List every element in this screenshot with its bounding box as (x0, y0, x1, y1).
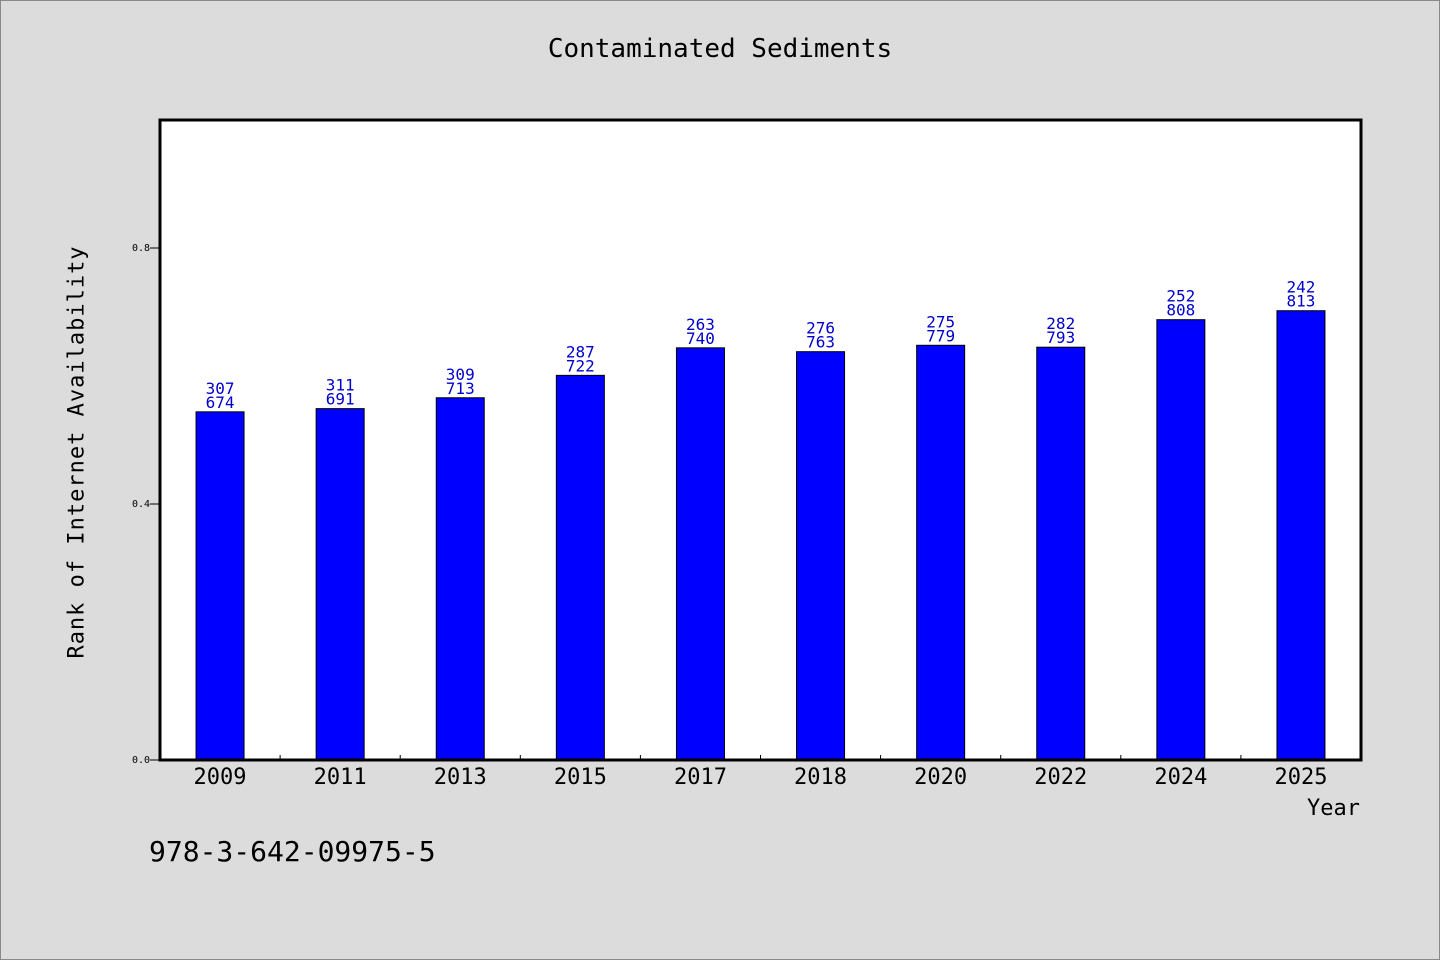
bar-2013 (435, 397, 485, 761)
data-label-2015-1: 287 (566, 342, 595, 361)
data-label-2020-2: 779 (926, 326, 955, 345)
x-tick-label-2017: 2017 (674, 765, 727, 790)
bar-2024 (1156, 319, 1206, 761)
bars-group (195, 310, 1326, 761)
data-label-2022-2: 793 (1046, 328, 1075, 347)
data-label-2011-1: 311 (326, 376, 355, 395)
data-label-2025-1: 242 (1286, 278, 1315, 297)
data-label-2017-2: 740 (686, 329, 715, 348)
bar-2025 (1276, 310, 1326, 761)
plot-border (158, 118, 1363, 762)
data-label-2013-1: 309 (446, 365, 475, 384)
x-axis-label: Year (1307, 796, 1360, 821)
bar-2009 (195, 411, 245, 761)
bar-2011 (315, 408, 365, 761)
y-axis: 0.0 0.4 0.8 (132, 243, 160, 766)
data-label-2009-1: 307 (206, 379, 235, 398)
data-label-2013-2: 713 (446, 379, 475, 398)
x-tick-label-2025: 2025 (1274, 765, 1327, 790)
data-label-2011-2: 691 (326, 390, 355, 409)
data-label-2024-2: 808 (1166, 301, 1195, 320)
y-axis-label: Rank of Internet Availability (64, 245, 90, 659)
data-labels-group: 3076743116913097132877222637402767632757… (206, 278, 1316, 412)
footer-code: 978-3-642-09975-5 (149, 835, 436, 868)
x-tick-label-2018: 2018 (794, 765, 847, 790)
bar-2022 (1036, 346, 1086, 761)
bar-2018 (796, 351, 846, 761)
bar-2015 (555, 374, 605, 761)
x-tick-label-2011: 2011 (314, 765, 367, 790)
bar-2017 (675, 347, 725, 761)
y-tick-label-0.4: 0.4 (132, 499, 150, 510)
data-label-2018-1: 276 (806, 319, 835, 338)
data-label-2017-1: 263 (686, 315, 715, 334)
data-label-2009-2: 674 (206, 393, 235, 412)
data-label-2025-2: 813 (1286, 292, 1315, 311)
x-tick-label-2015: 2015 (554, 765, 607, 790)
data-label-2024-1: 252 (1166, 287, 1195, 306)
data-label-2022-1: 282 (1046, 314, 1075, 333)
data-label-2018-2: 763 (806, 333, 835, 352)
chart-title: Contaminated Sediments (547, 34, 893, 64)
x-tick-label-2022: 2022 (1034, 765, 1087, 790)
data-label-2020-1: 275 (926, 312, 955, 331)
y-tick-label-0.0: 0.0 (132, 755, 150, 766)
x-tick-label-2013: 2013 (434, 765, 487, 790)
x-tick-label-2020: 2020 (914, 765, 967, 790)
x-axis: 2009 2011 2013 2015 2017 2018 2020 2022 2024 2025 (194, 755, 1327, 790)
bar-2020 (916, 344, 966, 761)
x-tick-label-2009: 2009 (194, 765, 247, 790)
data-label-2015-2: 722 (566, 356, 595, 375)
y-tick-label-0.8: 0.8 (132, 243, 150, 254)
x-tick-label-2024: 2024 (1154, 765, 1207, 790)
